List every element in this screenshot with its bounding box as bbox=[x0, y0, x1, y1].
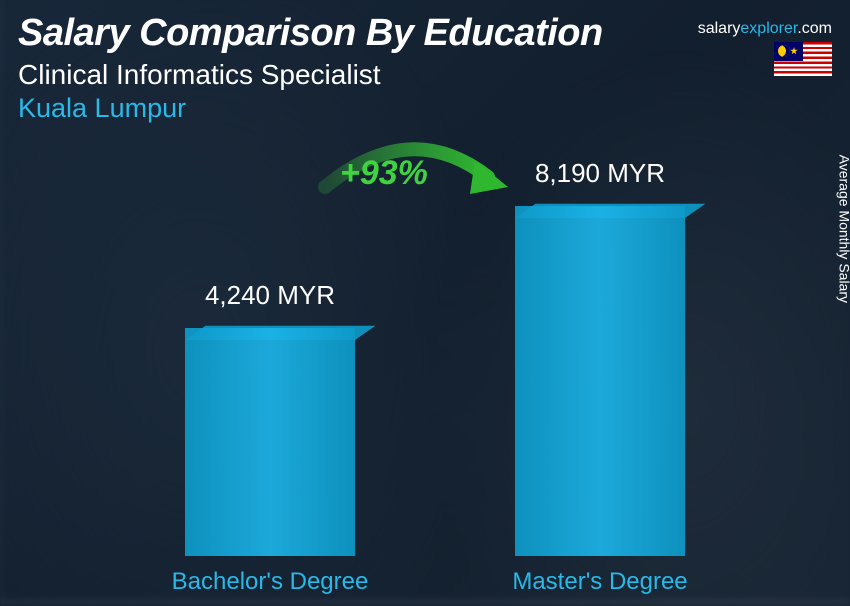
site-branding: salaryexplorer.com bbox=[698, 20, 832, 38]
chart-subtitle: Clinical Informatics Specialist bbox=[18, 59, 832, 91]
chart-location: Kuala Lumpur bbox=[18, 93, 832, 124]
bar-chart: 4,240 MYR Bachelor's Degree 8,190 MYR Ma… bbox=[0, 166, 810, 596]
site-part1: salary bbox=[698, 20, 741, 37]
bar-value-bachelors: 4,240 MYR bbox=[160, 280, 380, 311]
bar-masters: 8,190 MYR Master's Degree bbox=[500, 206, 700, 596]
y-axis-label: Average Monthly Salary bbox=[836, 155, 850, 303]
malaysia-flag-icon bbox=[774, 42, 832, 76]
site-part2: explorer bbox=[740, 20, 797, 37]
site-part3: .com bbox=[797, 20, 832, 37]
bar-value-masters: 8,190 MYR bbox=[490, 158, 710, 189]
bar-front-face bbox=[185, 328, 355, 556]
bar-front-face bbox=[515, 206, 685, 556]
bar-label-bachelors: Bachelor's Degree bbox=[170, 568, 370, 596]
bar-label-masters: Master's Degree bbox=[500, 568, 700, 596]
bar-bachelors: 4,240 MYR Bachelor's Degree bbox=[170, 328, 370, 596]
